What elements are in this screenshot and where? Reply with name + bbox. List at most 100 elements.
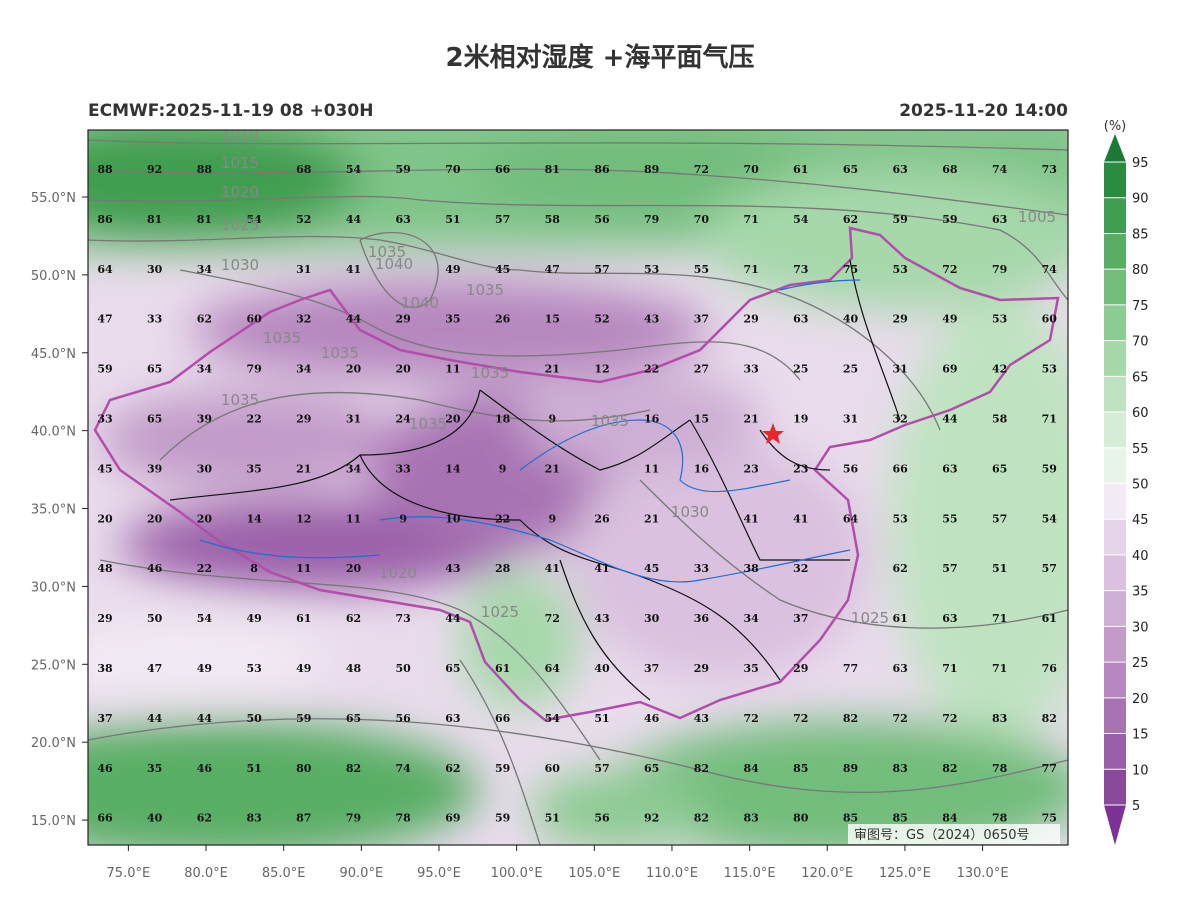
lat-tick-label: 35.0°N — [31, 503, 76, 518]
station-value: 56 — [843, 462, 859, 475]
station-value: 76 — [1042, 662, 1058, 675]
station-value: 43 — [445, 562, 460, 575]
station-value: 57 — [942, 562, 957, 575]
station-value: 29 — [396, 313, 411, 326]
isobar-label: 1035 — [263, 329, 301, 347]
station-value: 37 — [644, 662, 659, 675]
station-value: 65 — [147, 363, 162, 376]
station-value: 83 — [992, 712, 1007, 725]
station-value: 83 — [893, 762, 908, 775]
station-value: 49 — [445, 263, 460, 276]
station-value: 59 — [942, 213, 957, 226]
station-value: 61 — [296, 612, 311, 625]
station-value: 78 — [992, 812, 1008, 825]
station-value: 84 — [743, 762, 759, 775]
colorbar-tick-label: 25 — [1132, 656, 1149, 671]
station-value: 54 — [197, 612, 213, 625]
station-value: 29 — [893, 313, 908, 326]
station-value: 27 — [694, 363, 709, 376]
station-value: 41 — [594, 562, 609, 575]
station-values: 88 92 88 68 54 59 70 66 81 86 89 72 70 61 65 63 68 74 7386… — [97, 163, 1057, 825]
station-value: 49 — [197, 662, 212, 675]
colorbar-band — [1104, 269, 1126, 305]
station-value: 9 — [499, 462, 507, 475]
station-value: 9 — [548, 413, 556, 426]
station-value: 81 — [197, 213, 212, 226]
station-value: 82 — [694, 812, 709, 825]
station-value: 66 — [495, 712, 511, 725]
isobar-label: 1005 — [1018, 208, 1056, 226]
station-value: 64 — [843, 512, 859, 525]
station-value: 88 — [197, 163, 213, 176]
lat-tick-label: 20.0°N — [31, 736, 76, 751]
station-value: 43 — [694, 712, 709, 725]
station-value: 77 — [843, 662, 858, 675]
station-value: 92 — [644, 812, 659, 825]
station-value: 16 — [644, 413, 660, 426]
lat-tick-label: 15.0°N — [31, 814, 76, 829]
station-value: 8 — [250, 562, 258, 575]
station-value: 20 — [346, 363, 362, 376]
station-value: 72 — [893, 712, 908, 725]
lon-tick-label: 80.0°E — [184, 866, 228, 881]
station-value: 53 — [893, 512, 908, 525]
station-value: 80 — [793, 812, 809, 825]
station-value: 11 — [644, 462, 659, 475]
isobar-label: 1030 — [221, 256, 259, 274]
station-value: 11 — [445, 363, 460, 376]
station-value: 22 — [644, 363, 659, 376]
station-value: 11 — [296, 562, 311, 575]
colorbar-tick-label: 60 — [1132, 406, 1149, 421]
station-value: 23 — [793, 462, 808, 475]
lon-tick-label: 95.0°E — [417, 866, 461, 881]
colorbar-extend-high — [1104, 134, 1126, 162]
station-value: 25 — [843, 363, 858, 376]
station-value: 20 — [346, 562, 362, 575]
lon-tick-label: 85.0°E — [262, 866, 306, 881]
colorbar: 5 10 15 20 25 30 35 40 45 50 55 60 65 70 75 80 85 90 95 — [1104, 134, 1149, 845]
station-value: 64 — [97, 263, 113, 276]
station-value: 74 — [396, 762, 412, 775]
station-value: 89 — [644, 163, 659, 176]
colorbar-band — [1104, 412, 1126, 448]
station-value: 44 — [346, 213, 362, 226]
station-value: 51 — [992, 562, 1007, 575]
colorbar-band — [1104, 697, 1126, 734]
isobar-labels: 1010101510201025103010351040104010351035… — [221, 130, 1056, 627]
station-value: 65 — [843, 163, 858, 176]
subtitle-left: ECMWF:2025-11-19 08 +030H — [88, 101, 373, 121]
isobar-label: 1035 — [321, 344, 359, 362]
station-value: 23 — [743, 462, 758, 475]
station-value: 48 — [97, 562, 113, 575]
isobar-label: 1035 — [591, 412, 629, 430]
station-value: 38 — [97, 662, 113, 675]
station-value: 45 — [644, 562, 659, 575]
station-value: 82 — [1042, 712, 1057, 725]
attribution: 审图号：GS（2024）0650号 — [854, 828, 1030, 843]
station-value: 85 — [893, 812, 908, 825]
station-value: 45 — [97, 462, 112, 475]
station-value: 50 — [396, 662, 412, 675]
station-value: 48 — [346, 662, 362, 675]
isobar-label: 1025 — [481, 603, 519, 621]
colorbar-band — [1104, 554, 1126, 591]
colorbar-tick-label: 15 — [1132, 728, 1149, 743]
station-value: 62 — [197, 812, 212, 825]
station-value: 57 — [495, 213, 510, 226]
station-value: 60 — [1042, 313, 1058, 326]
station-value: 31 — [296, 263, 311, 276]
station-value: 11 — [346, 512, 361, 525]
station-value: 15 — [694, 413, 709, 426]
station-value: 78 — [992, 762, 1008, 775]
station-value: 44 — [445, 612, 461, 625]
attribution-box — [848, 824, 1060, 844]
colorbar-tick-label: 20 — [1132, 692, 1149, 707]
station-value: 40 — [147, 812, 163, 825]
colorbar-band — [1104, 340, 1126, 377]
station-value: 37 — [793, 612, 808, 625]
colorbar-tick-label: 35 — [1132, 585, 1149, 600]
station-value: 73 — [1042, 163, 1057, 176]
station-value: 18 — [495, 413, 511, 426]
station-value: 37 — [694, 313, 709, 326]
colorbar-tick-label: 90 — [1132, 192, 1149, 207]
